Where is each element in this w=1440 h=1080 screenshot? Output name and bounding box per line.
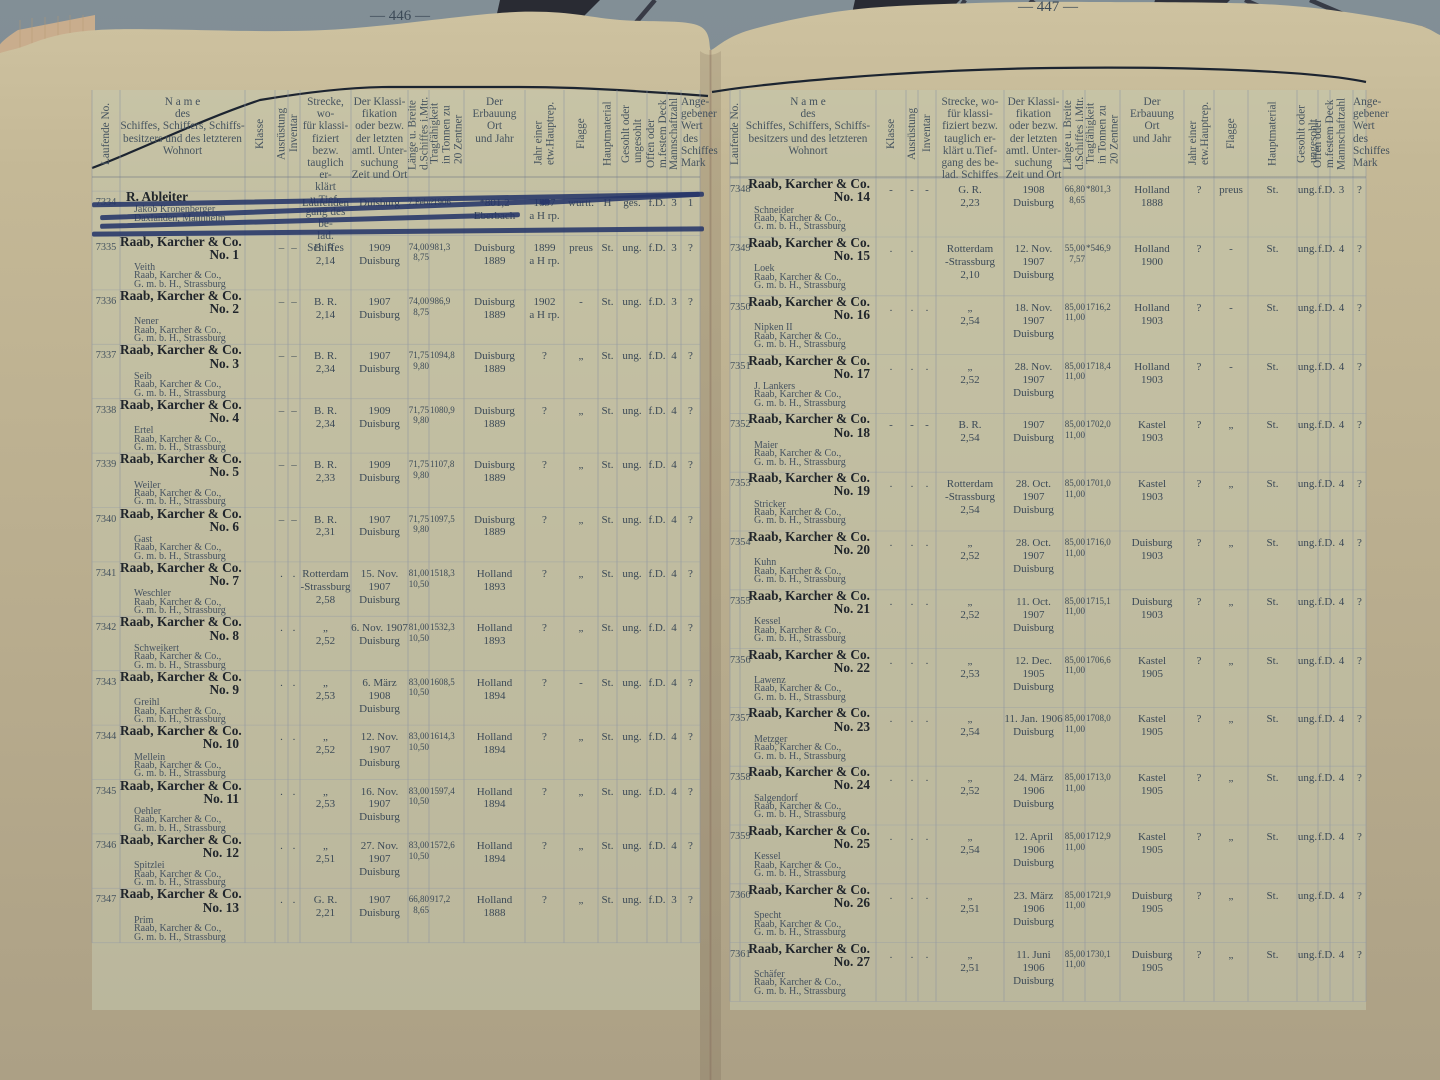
svg-text:— 447 —: — 447 — [1017,0,1079,15]
svg-text:— 446 —: — 446 — [369,8,431,24]
